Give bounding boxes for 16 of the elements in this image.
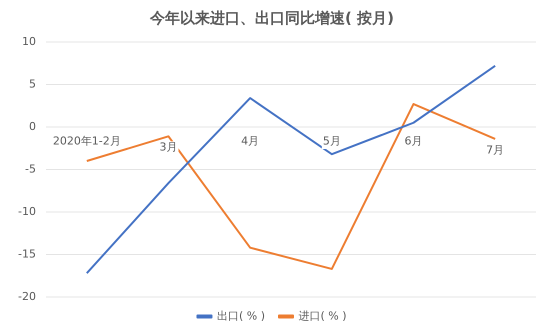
- y-tick-label: -15: [18, 247, 36, 260]
- x-tick-label: 6月: [404, 134, 422, 148]
- x-tick-label: 4月: [241, 134, 260, 148]
- y-tick-label: -10: [18, 204, 36, 218]
- y-tick-label: -5: [25, 162, 36, 176]
- x-tick-label: 2020年1-2月: [52, 134, 121, 148]
- legend-label: 出口( % ): [216, 309, 266, 322]
- y-tick-label: -20: [18, 290, 36, 303]
- x-tick-label: 7月: [486, 143, 504, 156]
- y-tick-label: 5: [28, 77, 36, 90]
- y-tick-label: 0: [28, 120, 36, 133]
- y-tick-label: 10: [22, 34, 36, 48]
- legend-label: 进口( % ): [298, 309, 347, 322]
- x-tick-label: 3月: [159, 140, 178, 154]
- x-tick-label: 5月: [322, 134, 341, 148]
- chart-title: 今年以来进口、出口同比增速( 按月): [149, 8, 394, 27]
